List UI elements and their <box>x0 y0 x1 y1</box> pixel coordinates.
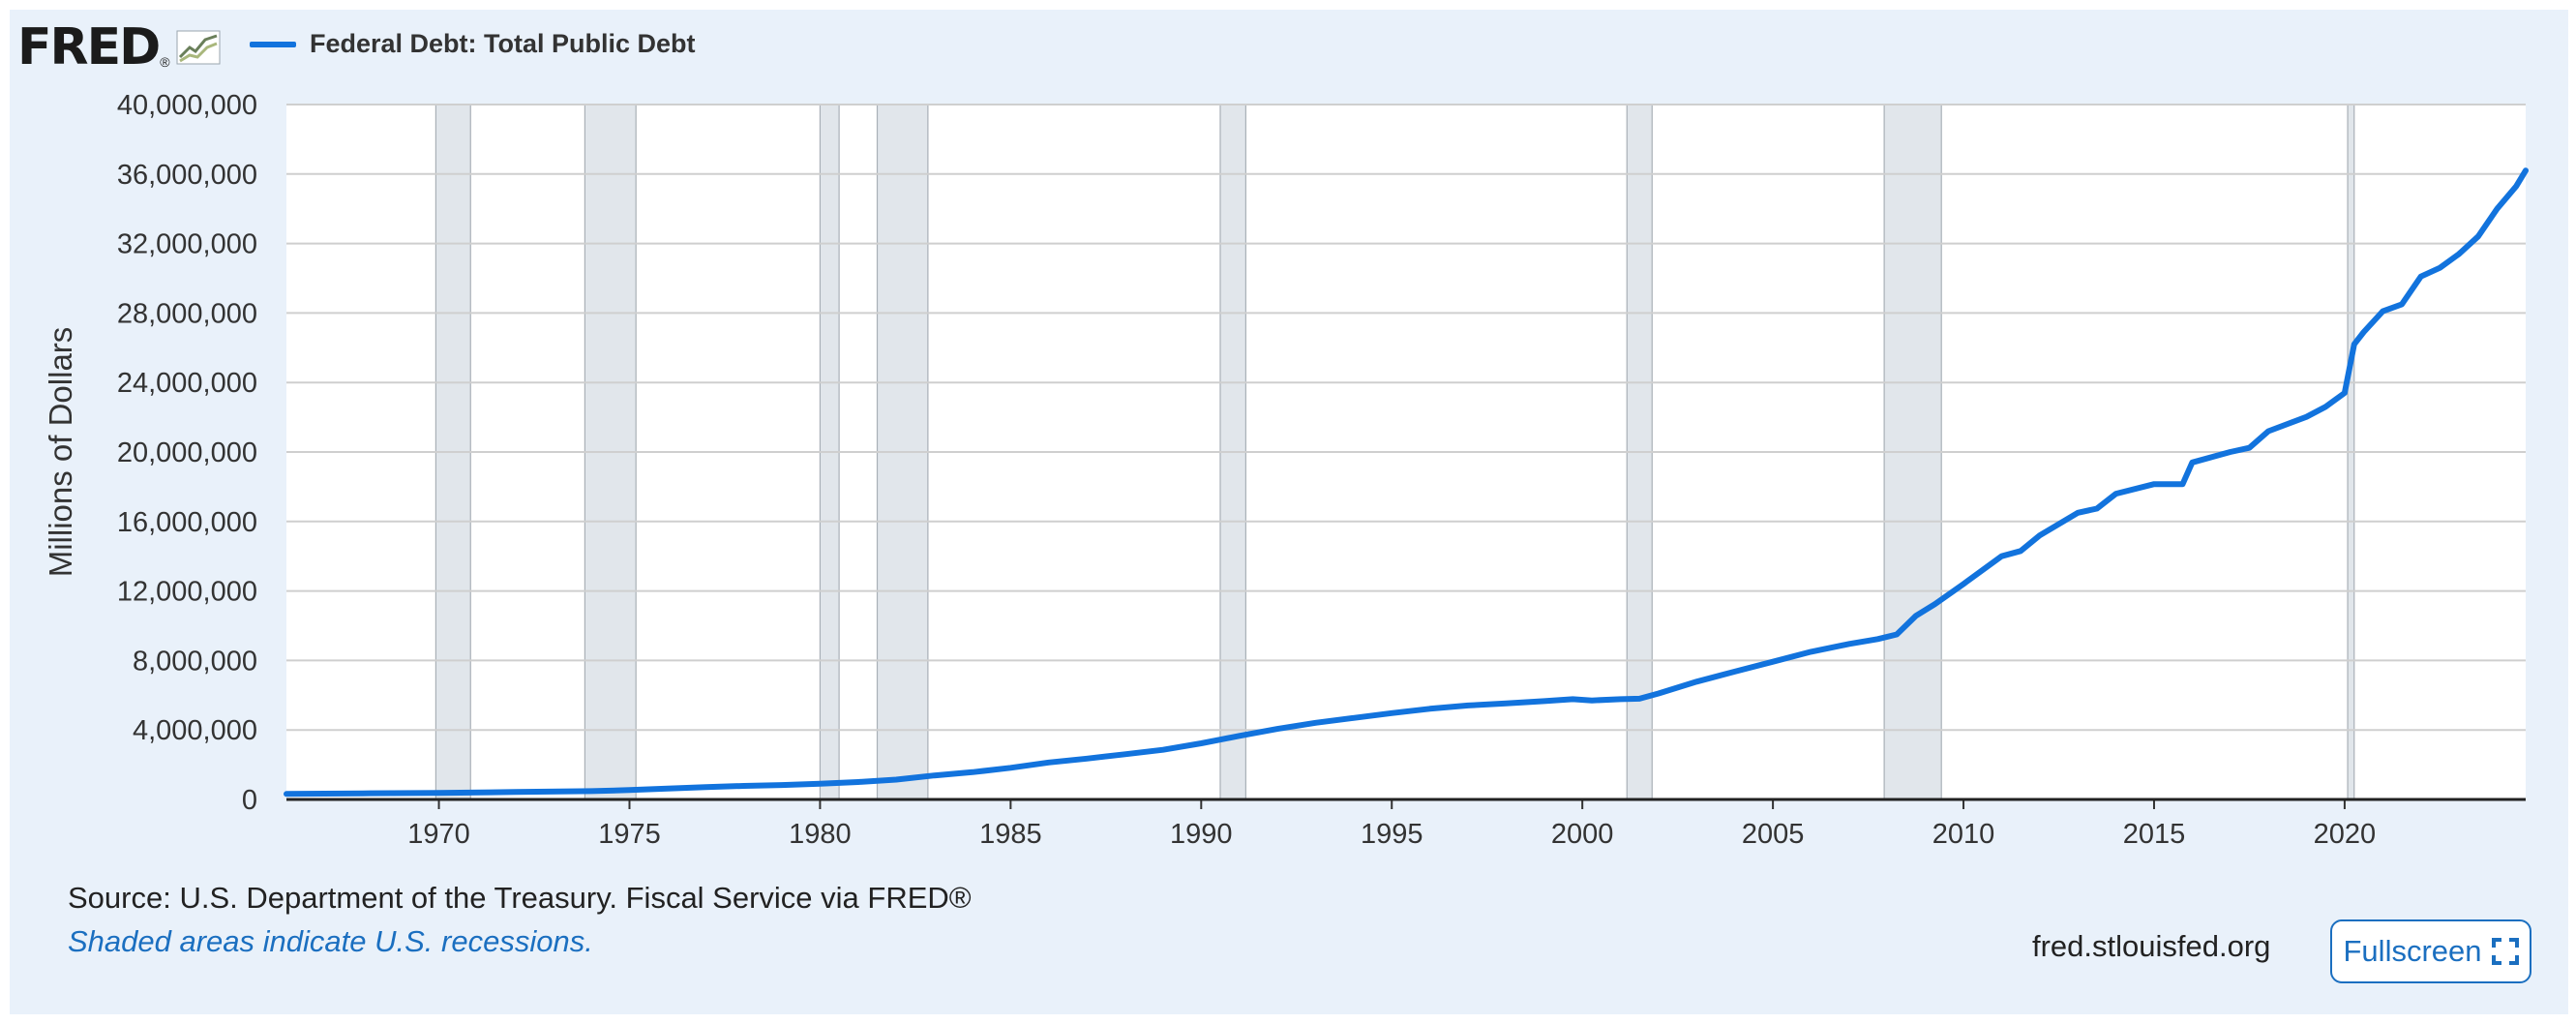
y-tick-label: 28,000,000 <box>117 298 257 329</box>
fred-logo-text: FRED <box>17 18 161 76</box>
x-tick-label: 2015 <box>2123 819 2186 850</box>
x-tick-label: 1985 <box>979 819 1042 850</box>
y-tick-label: 12,000,000 <box>117 577 257 608</box>
source-note: Source: U.S. Department of the Treasury.… <box>68 881 972 915</box>
x-tick-label: 2005 <box>1742 819 1805 850</box>
site-url: fred.stlouisfed.org <box>2032 929 2271 963</box>
fred-logo[interactable]: FRED ® <box>17 17 221 77</box>
y-tick-label: 0 <box>242 785 257 816</box>
y-tick-label: 4,000,000 <box>133 715 257 746</box>
y-tick-label: 20,000,000 <box>117 437 257 468</box>
x-tick-label: 1980 <box>789 819 852 850</box>
registered-mark: ® <box>160 54 170 70</box>
x-tick-label: 1995 <box>1361 819 1423 850</box>
gridlines <box>286 104 2526 732</box>
y-tick-label: 16,000,000 <box>117 507 257 538</box>
x-tick-label: 1975 <box>598 819 661 850</box>
y-tick-label: 24,000,000 <box>117 368 257 399</box>
x-tick-label: 1970 <box>407 819 470 850</box>
x-tick-label: 2000 <box>1551 819 1614 850</box>
fullscreen-button[interactable]: Fullscreen <box>2330 919 2531 983</box>
fullscreen-icon <box>2491 938 2519 965</box>
recession-note: Shaded areas indicate U.S. recessions. <box>68 924 593 958</box>
x-axis-ticks: 1970 1975 1980 1985 1990 1995 2000 2005 2010 2015… <box>407 799 2376 850</box>
y-axis-label: Millions of Dollars <box>43 327 78 578</box>
legend-series-label: Federal Debt: Total Public Debt <box>310 29 696 58</box>
x-tick-label: 2020 <box>2314 819 2377 850</box>
line-graph-icon <box>176 30 221 65</box>
line-chart: 0 4,000,000 8,000,000 12,000,000 16,000,000 2… <box>43 90 2529 850</box>
y-tick-label: 40,000,000 <box>117 90 257 121</box>
chart-legend: Federal Debt: Total Public Debt <box>250 29 696 59</box>
fullscreen-label: Fullscreen <box>2343 934 2482 968</box>
legend-swatch <box>250 41 296 47</box>
y-tick-label: 8,000,000 <box>133 646 257 677</box>
y-tick-label: 32,000,000 <box>117 229 257 260</box>
y-tick-label: 36,000,000 <box>117 160 257 191</box>
x-tick-label: 2010 <box>1932 819 1995 850</box>
y-axis-ticks: 0 4,000,000 8,000,000 12,000,000 16,000,000 2… <box>117 90 257 816</box>
series-line-federal-debt <box>284 167 2529 798</box>
x-tick-label: 1990 <box>1170 819 1233 850</box>
